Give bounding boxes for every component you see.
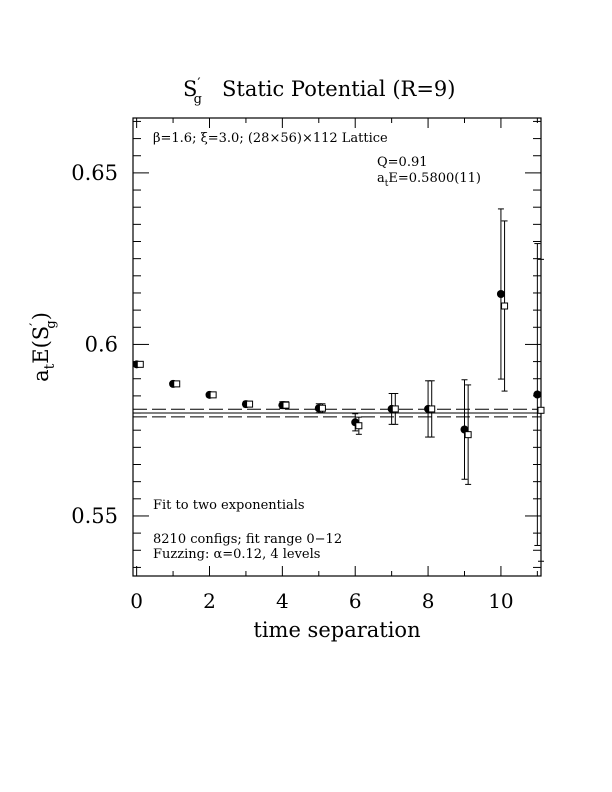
point-square [282, 401, 290, 409]
point-square [391, 405, 399, 413]
chart-title: S′ g Static Potential (R=9) [183, 76, 455, 107]
x-tick-label: 0 [130, 589, 143, 613]
y-tick-label: 0.55 [71, 504, 118, 528]
point-circle [533, 390, 542, 399]
energy-subscript: t [385, 179, 389, 189]
point-square [464, 431, 472, 439]
point-square [173, 380, 181, 388]
energy-rest: E=0.5800(11) [388, 171, 481, 186]
lattice-annotation: β=1.6; ξ=3.0; (28×56)×112 Lattice [153, 131, 388, 146]
y-axis-label: atE(S′g) [28, 312, 59, 382]
y-label-a: a [29, 369, 53, 382]
chart-title-subscript: g [194, 92, 202, 107]
point-square [246, 400, 254, 408]
x-tick-label: 2 [203, 589, 216, 613]
y-label-g: g [44, 320, 59, 328]
q-annotation: Q=0.91 [377, 155, 428, 170]
chart-title-main: S [183, 77, 197, 101]
point-circle [496, 289, 505, 298]
data-markers [132, 289, 545, 439]
y-label-prime: ′ [28, 323, 44, 326]
y-tick-label: 0.65 [71, 161, 118, 185]
x-tick-label: 4 [276, 589, 289, 613]
fuzzing-annotation: Fuzzing: α=0.12, 4 levels [153, 547, 320, 562]
x-tick-label: 8 [422, 589, 435, 613]
point-square [318, 404, 326, 412]
point-square [209, 391, 217, 399]
chart-title-rest: Static Potential (R=9) [222, 77, 455, 101]
point-square [355, 422, 363, 430]
y-label-close: ) [29, 312, 53, 320]
x-tick-label: 6 [349, 589, 362, 613]
point-square [428, 405, 436, 413]
x-axis-label: time separation [253, 618, 420, 642]
y-tick-label: 0.6 [85, 332, 118, 356]
fit-annotation: Fit to two exponentials [153, 498, 305, 513]
energy-annotation: atE=0.5800(11) [377, 171, 481, 189]
fit-band [133, 408, 541, 418]
y-tick-labels: 0.55 0.6 0.65 [71, 161, 118, 528]
energy-prefix: a [377, 171, 385, 186]
x-tick-label: 10 [488, 589, 513, 613]
chart-title-prime: ′ [197, 76, 200, 92]
configs-annotation: 8210 configs; fit range 0−12 [153, 532, 342, 547]
point-square [136, 360, 144, 368]
point-square [501, 302, 509, 310]
x-tick-labels: 0 2 4 6 8 10 [130, 589, 513, 613]
y-label-t: t [42, 363, 58, 369]
y-label-e: E(S [29, 326, 53, 364]
point-square [537, 406, 545, 414]
